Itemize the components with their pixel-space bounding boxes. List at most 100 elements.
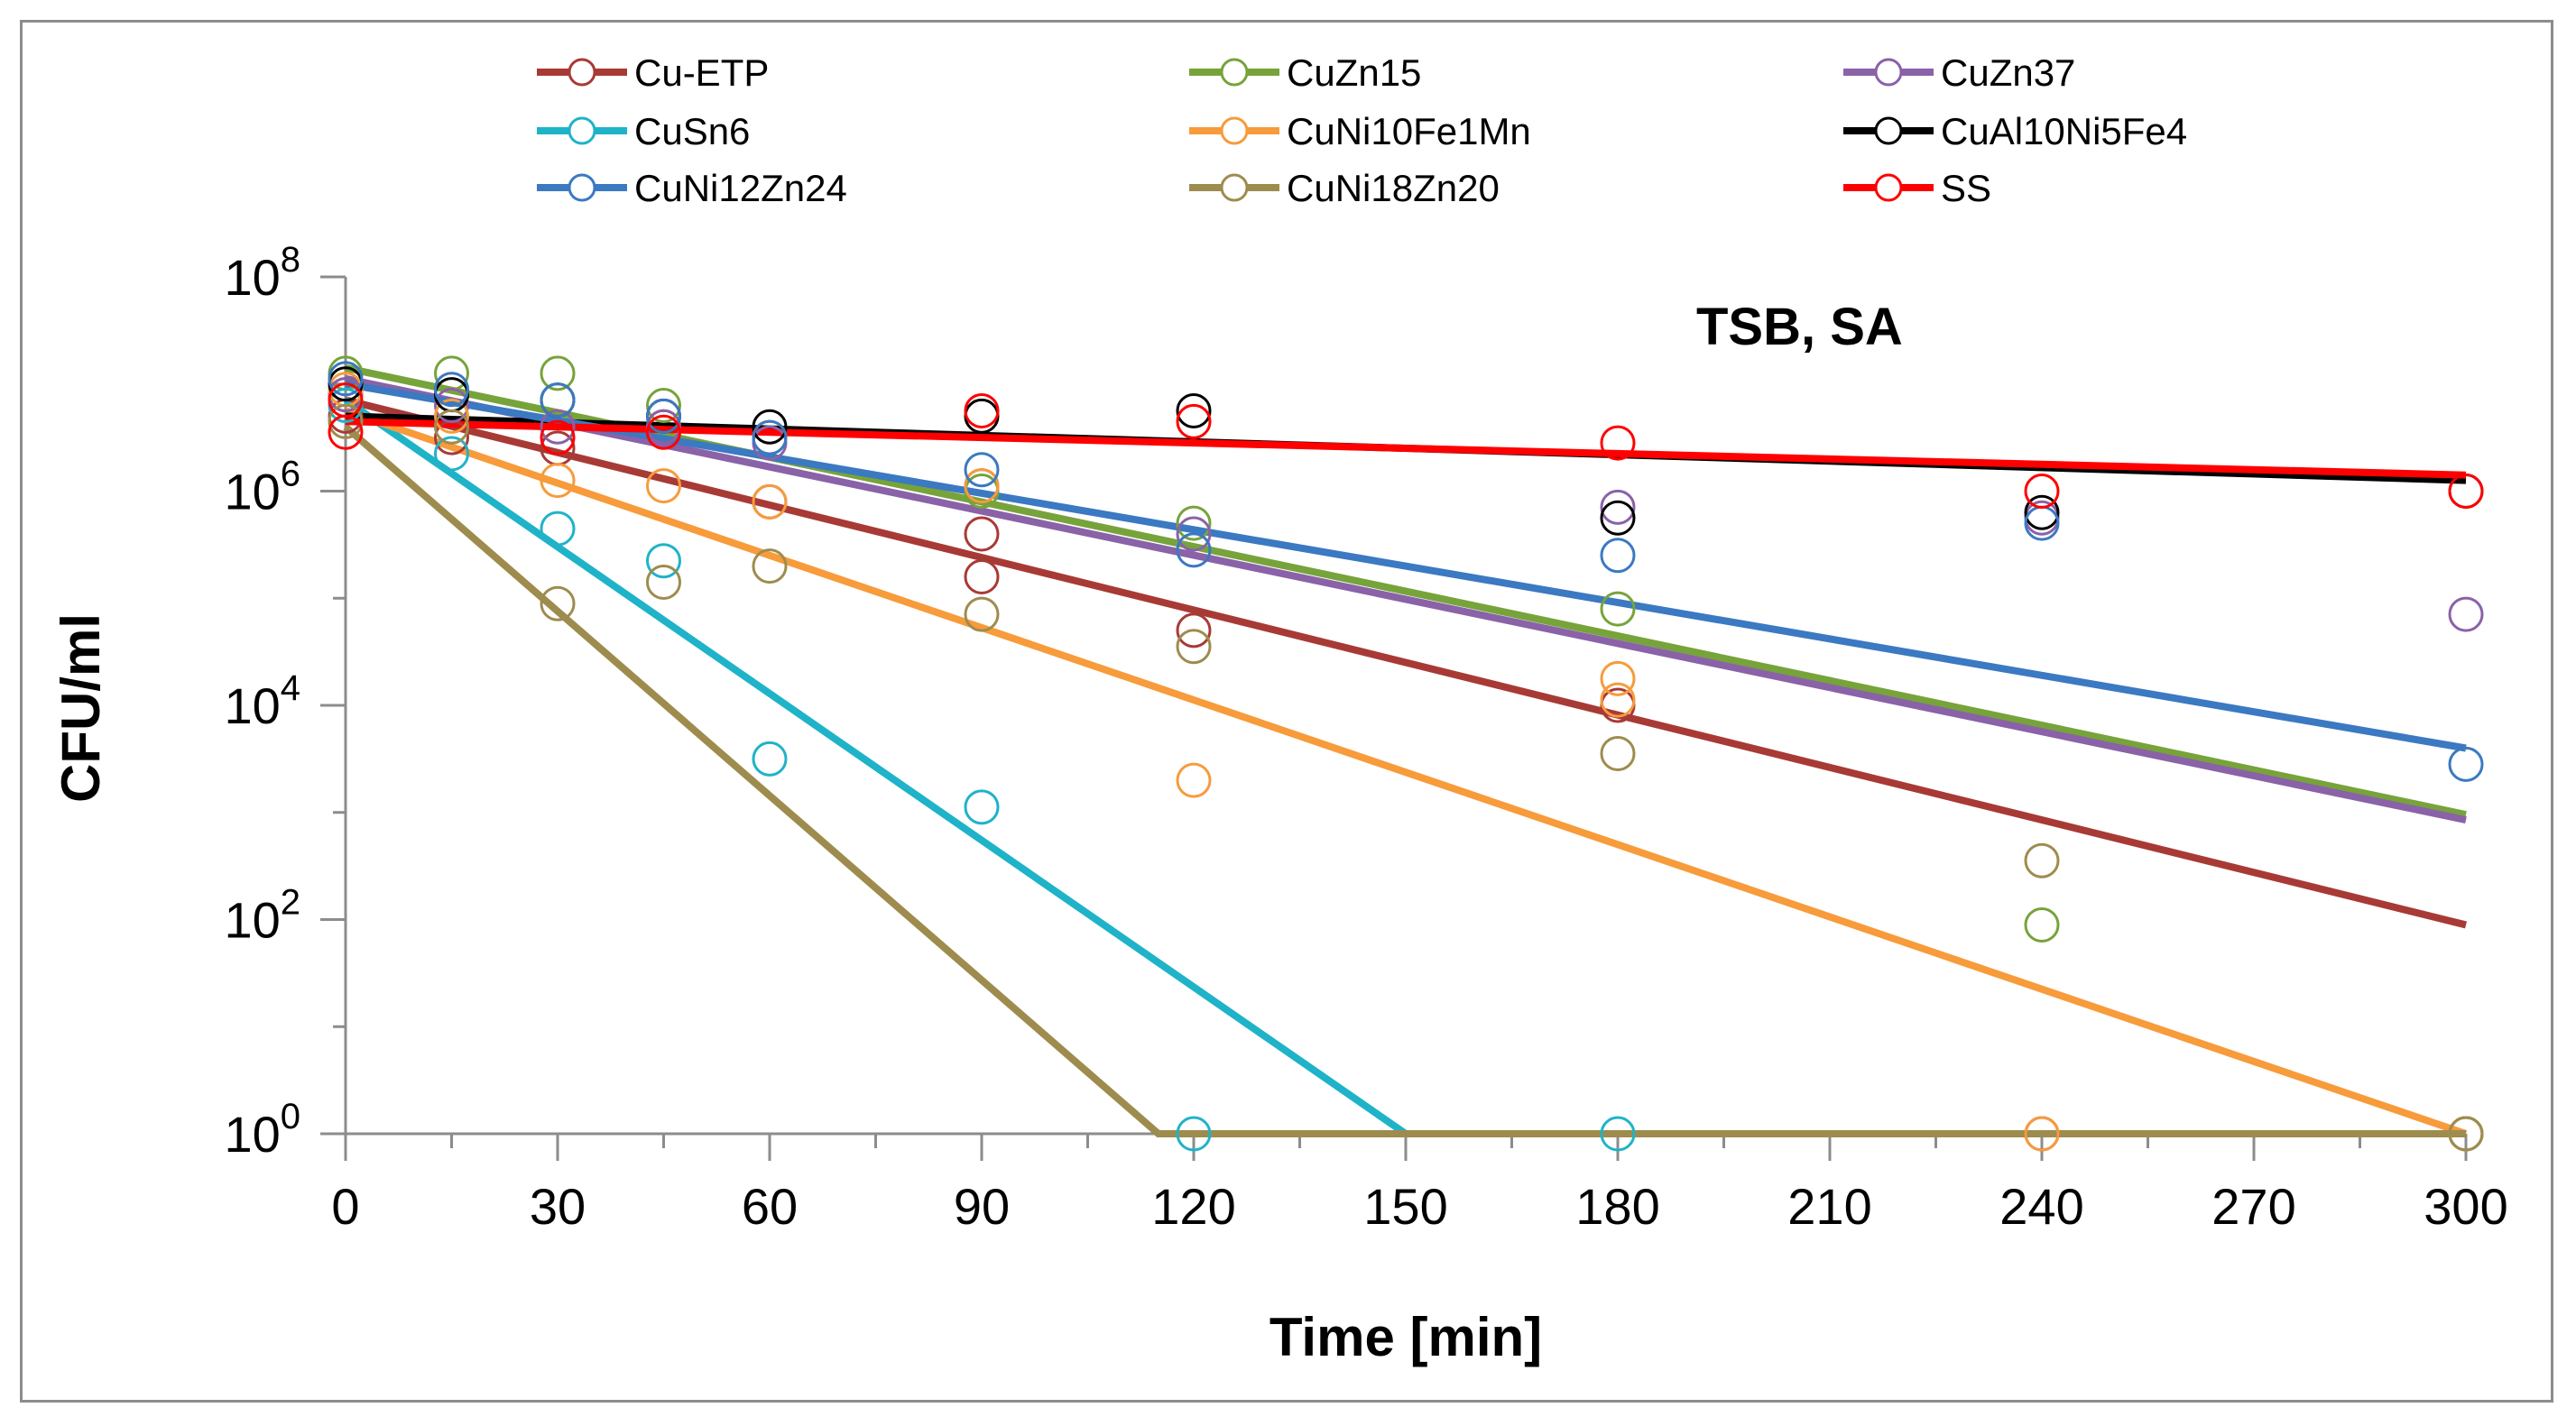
legend-marker — [568, 173, 596, 202]
legend-marker — [1220, 116, 1249, 145]
data-point-CuZn15 — [1176, 505, 1212, 541]
legend-marker — [568, 58, 596, 87]
data-point-CuSn6 — [540, 511, 576, 547]
data-point-CuZn37 — [1600, 489, 1636, 525]
legend-label: CuSn6 — [634, 110, 750, 152]
data-point-CuNi18Zn20 — [646, 564, 681, 600]
y-tick-label: 108 — [224, 240, 300, 306]
y-tick-label: 100 — [224, 1097, 300, 1163]
data-point-CuNi18Zn20 — [752, 548, 788, 584]
fit-lines — [343, 364, 2468, 1137]
data-point-CuNi12Zn24 — [2448, 746, 2484, 782]
legend-label: CuNi10Fe1Mn — [1287, 110, 1531, 152]
data-point-CuZn15 — [646, 388, 681, 423]
legend-label: Cu-ETP — [634, 51, 769, 94]
data-point-CuAl10Ni5Fe4 — [2024, 494, 2060, 530]
axes: 100 102 104 106 108 0 30 60 90 120 150 180 210 240 270… — [224, 240, 2507, 1235]
legend-label: CuZn15 — [1287, 51, 1421, 94]
data-point-SS — [328, 382, 364, 419]
data-point-CuNi12Zn24 — [540, 382, 576, 419]
data-point-CuSn6 — [646, 543, 681, 579]
chart-frame — [20, 20, 2553, 1403]
y-tick-label: 104 — [224, 668, 300, 734]
x-tick-label: 90 — [954, 1178, 1010, 1235]
data-point-CuAl10Ni5Fe4 — [1176, 392, 1212, 428]
data-point-CuZn15 — [1600, 591, 1636, 627]
x-tick-label: 0 — [331, 1178, 359, 1235]
legend-marker — [568, 116, 596, 145]
data-point-CuSn6 — [1600, 1116, 1636, 1152]
legend-label: CuNi18Zn20 — [1287, 167, 1500, 209]
data-point-CuNi10Fe1Mn — [964, 468, 1000, 504]
x-tick-label: 150 — [1363, 1178, 1447, 1235]
data-point-CuNi12Zn24 — [964, 452, 1000, 488]
data-point-CuSn6 — [752, 741, 788, 777]
fit-line-CuZn37 — [345, 374, 2467, 823]
legend-item-CuZn15: CuZn15 — [1189, 51, 1421, 94]
legend-item-CuNi12Zn24: CuNi12Zn24 — [537, 167, 847, 209]
data-point-CuSn6 — [1176, 1116, 1212, 1152]
data-point-CuNi18Zn20 — [2448, 1116, 2484, 1152]
legend: Cu-ETP CuZn15 CuZn37 CuSn6 CuNi10Fe1Mn CuAl10… — [537, 51, 2187, 209]
data-point-CuNi12Zn24 — [752, 419, 788, 455]
fit-line-CuNi18Zn20 — [343, 424, 2466, 1137]
legend-item-CuSn6: CuSn6 — [537, 110, 750, 152]
legend-item-CuZn37: CuZn37 — [1843, 51, 2075, 94]
fit-line-CuZn15 — [345, 364, 2467, 819]
x-axis-title: Time [min] — [1270, 1307, 1542, 1367]
legend-label: SS — [1941, 167, 1991, 209]
data-point-CuSn6 — [434, 436, 469, 472]
data-point-CuNi18Zn20 — [964, 596, 1000, 632]
data-point-CuNi12Zn24 — [328, 361, 364, 397]
y-tick-label: 106 — [224, 455, 300, 520]
data-point-CuNi12Zn24 — [1176, 532, 1212, 568]
data-point-CuZn37 — [434, 388, 469, 423]
data-point-CuSn6 — [964, 789, 1000, 825]
data-point-CuNi10Fe1Mn — [752, 483, 788, 520]
data-point-CuAl10Ni5Fe4 — [752, 409, 788, 445]
fit-line-Cu-ETP — [345, 396, 2467, 929]
data-point-CuZn15 — [540, 355, 576, 391]
x-tick-label: 120 — [1151, 1178, 1235, 1235]
x-tick-label: 60 — [742, 1178, 798, 1235]
legend-marker — [1874, 116, 1903, 145]
x-tick-label: 30 — [530, 1178, 586, 1235]
legend-label: CuNi12Zn24 — [634, 167, 847, 209]
data-point-SS — [964, 392, 1000, 428]
data-point-SS — [1176, 403, 1212, 439]
data-point-CuNi12Zn24 — [1600, 538, 1636, 574]
x-tick-label: 300 — [2424, 1178, 2507, 1235]
legend-label: CuZn37 — [1941, 51, 2075, 94]
fit-line-CuSn6 — [343, 397, 1408, 1137]
y-tick-label: 102 — [224, 883, 300, 949]
fit-line-CuNi10Fe1Mn — [344, 407, 2468, 1137]
x-tick-label: 180 — [1575, 1178, 1659, 1235]
data-point-CuNi18Zn20 — [434, 409, 469, 445]
data-point-CuNi12Zn24 — [434, 372, 469, 408]
data-point-SS — [2448, 474, 2484, 509]
data-point-SS — [1600, 425, 1636, 461]
data-point-CuNi18Zn20 — [1176, 629, 1212, 665]
data-point-SS — [2024, 474, 2060, 509]
data-point-CuNi18Zn20 — [540, 585, 576, 621]
data-point-CuNi10Fe1Mn — [1176, 762, 1212, 798]
legend-marker — [1874, 173, 1903, 202]
data-point-CuNi18Zn20 — [328, 403, 364, 439]
legend-marker — [1874, 58, 1903, 87]
data-point-CuNi10Fe1Mn — [434, 398, 469, 434]
data-point-CuZn37 — [2448, 596, 2484, 632]
data-point-CuNi10Fe1Mn — [1600, 660, 1636, 696]
data-points — [328, 355, 2484, 1152]
data-point-CuNi12Zn24 — [646, 398, 681, 434]
data-point-CuNi18Zn20 — [2024, 842, 2060, 879]
data-point-CuAl10Ni5Fe4 — [1600, 500, 1636, 536]
fit-line-SS — [345, 418, 2467, 479]
x-tick-label: 210 — [1787, 1178, 1871, 1235]
legend-item-CuAl10Ni5Fe4: CuAl10Ni5Fe4 — [1843, 110, 2187, 152]
legend-label: CuAl10Ni5Fe4 — [1941, 110, 2187, 152]
data-point-Cu-ETP — [964, 559, 1000, 594]
legend-item-CuNi18Zn20: CuNi18Zn20 — [1189, 167, 1500, 209]
data-point-CuNi10Fe1Mn — [540, 463, 576, 499]
x-tick-label: 270 — [2211, 1178, 2295, 1235]
